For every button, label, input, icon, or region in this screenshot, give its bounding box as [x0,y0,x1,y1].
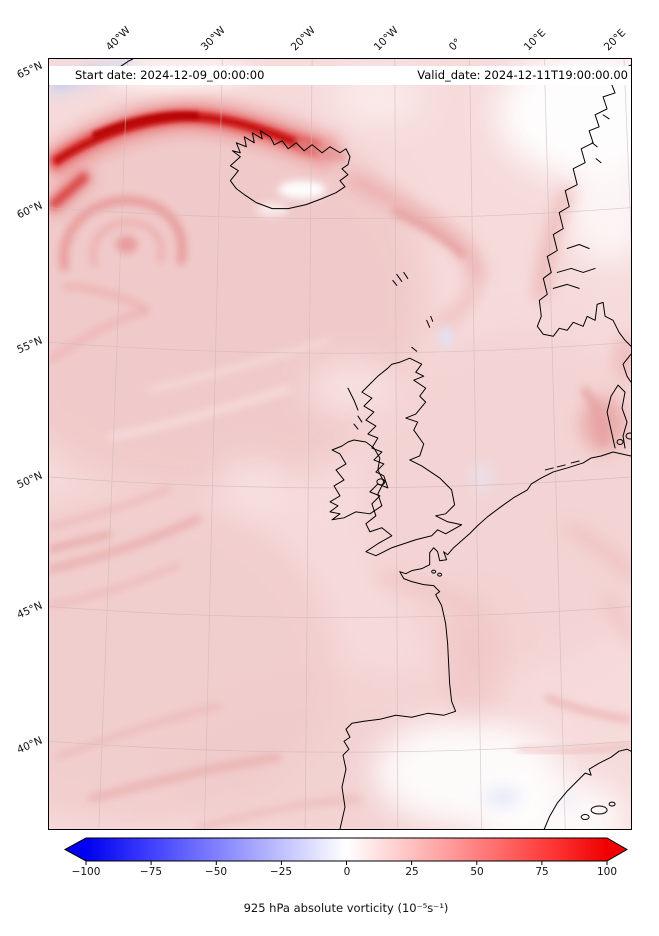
valid-date-label: Valid_date: 2024-12-11T19:00:00.00 [417,68,628,82]
max-vorticity-band [49,101,348,218]
channel-island-1 [431,569,437,574]
colorbar-label: 925 hPa absolute vorticity (10⁻⁵s⁻¹) [243,901,449,915]
wadden-islands [544,460,580,471]
channel-island-2 [437,572,443,577]
colorbar-tick-25: 25 [405,866,419,878]
mediterranean-coastline [543,748,631,829]
lon-tick-label-30w: 30°W [198,24,228,54]
lat-tick-label-55n: 55°N [15,334,45,357]
colorbar-tick-neg-75: −75 [139,866,163,878]
faroe-islands [392,271,409,286]
ireland-coastline [329,439,385,521]
lon-tick-label-40w: 40°W [103,24,133,54]
colorbar-gradient [63,837,629,865]
iceland-coastline [229,130,351,210]
vorticity-field [49,59,631,829]
map-plot [49,59,631,829]
menorca-island [608,801,616,807]
colorbar [63,836,629,867]
lon-tick-label-0: 0° [446,36,464,54]
colorbar-bar [63,837,629,862]
sweden-coastline [622,353,631,383]
title-strip: Start date: 2024-12-09_00:00:00 Valid_da… [49,66,631,85]
colorbar-tick-neg-50: −50 [204,866,228,878]
colorbar-tick-0: 0 [343,866,351,878]
colorbar-tick-neg-100: −100 [71,866,101,878]
colorbar-tick-neg-25: −25 [269,866,293,878]
continental-europe-coastline [339,451,631,829]
cyclone-swirl [49,196,187,364]
colorbar-tick-50: 50 [470,866,484,878]
norway-fjords [552,114,610,289]
colorbar-tick-75: 75 [535,866,549,878]
lat-tick-label-40n: 40°N [15,734,45,757]
mallorca-island [590,805,608,815]
lon-tick-label-20w: 20°W [288,24,318,54]
lat-tick-label-60n: 60°N [15,199,45,222]
colorbar-tick-marks [85,861,608,865]
start-date-label: Start date: 2024-12-09_00:00:00 [75,68,265,82]
coastlines [49,59,631,829]
norway-coastline [536,64,631,347]
ibiza-island [580,814,590,821]
lon-tick-label-10e: 10°E [521,26,549,54]
lon-tick-label-10w: 10°W [371,24,401,54]
denmark-coastline [606,384,628,449]
colorbar-tick-100: 100 [596,866,618,878]
great-britain-coastline [361,357,463,557]
danish-island-zealand [625,432,631,440]
danish-island-fyn [616,439,624,445]
isle-of-man [376,478,386,486]
lon-tick-label-20e: 20°E [601,26,629,54]
shetland-orkney-islands [411,315,434,352]
lat-tick-label-65n: 65°N [15,59,45,82]
lat-tick-label-45n: 45°N [15,599,45,622]
lat-tick-label-50n: 50°N [15,469,45,492]
hebrides-islands [347,387,363,430]
map-axes: Start date: 2024-12-09_00:00:00 Valid_da… [48,58,632,830]
